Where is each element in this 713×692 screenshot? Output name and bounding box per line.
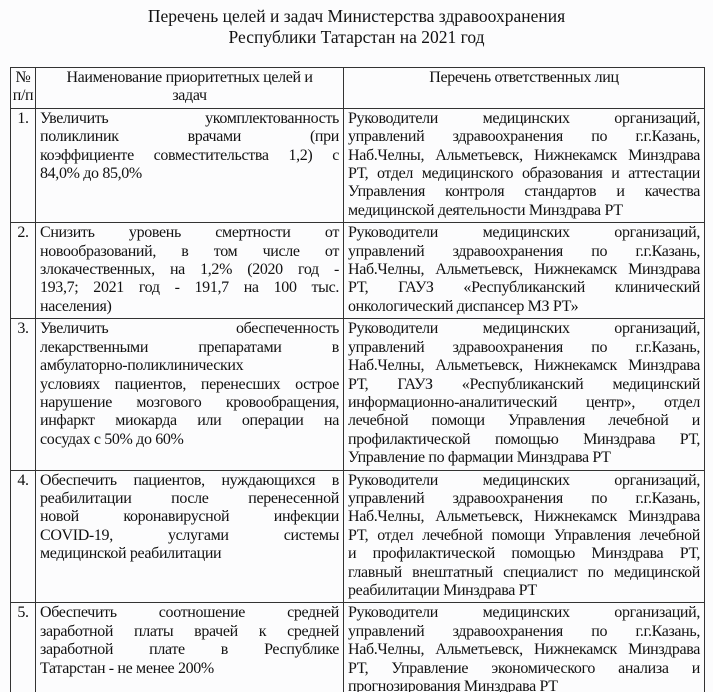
cell-text-line: реабилитации Минздрава РТ bbox=[348, 581, 537, 599]
cell-text-line: населения) bbox=[40, 297, 112, 315]
cell-text-line: Снизить уровень смертности от bbox=[40, 224, 339, 242]
cell-text-line: Татарстан - не менее 200% bbox=[40, 659, 214, 677]
header-text: № bbox=[15, 69, 31, 86]
cell-text-line: Обеспечить пациентов, нуждающихся в bbox=[40, 471, 339, 489]
goal-cell: Увеличить укомплектованность поликлиник в… bbox=[35, 107, 344, 224]
cell-text-line: управлений здравоохранения по г.г.Казань… bbox=[348, 622, 700, 640]
cell-text-line: информационно-аналитический центр», отде… bbox=[348, 393, 700, 411]
cell-text-line: новообразований, в том числе от bbox=[40, 242, 339, 260]
goal-cell: Обеспечить пациентов, нуждающихся в реаби… bbox=[35, 469, 344, 604]
cell-text-line: медицинской реабилитации bbox=[40, 545, 222, 563]
cell-text-line: 193,7; 2021 год - 191,7 на 100 тыс. bbox=[40, 279, 339, 297]
cell-text-line: РТ, ГАУЗ «Республиканский клинический bbox=[348, 279, 700, 297]
cell-text-line: главный внештатный специалист по медицин… bbox=[348, 563, 700, 581]
responsible-cell: Руководители медицинских организаций, упр… bbox=[343, 602, 705, 692]
cell-text-line: Наб.Челны, Альметьевск, Нижнекамск Минзд… bbox=[348, 357, 700, 375]
cell-text-line: новой коронавирусной инфекции bbox=[40, 508, 339, 526]
table-row: 4. Обеспечить пациентов, нуждающихся в реа… bbox=[10, 469, 705, 604]
cell-text-line: инфаркт миокарда или операции на bbox=[40, 412, 339, 430]
header-text: задач bbox=[172, 87, 207, 105]
cell-text-line: медицинской деятельности Минздрава РТ bbox=[348, 201, 623, 219]
row-number: 1. bbox=[10, 107, 36, 224]
cell-text-line: Обеспечить соотношение средней bbox=[40, 604, 339, 622]
header-text: Наименование приоритетных целей и bbox=[66, 69, 313, 86]
cell-text-line: управлений здравоохранения по г.г.Казань… bbox=[348, 242, 700, 260]
cell-text-line: заработной плате в Республике bbox=[40, 641, 339, 659]
cell-text-line: РТ, отдел лечебной помощи Управления леч… bbox=[348, 526, 700, 544]
goal-cell: Увеличить обеспеченность лекарственными п… bbox=[35, 318, 344, 471]
table-row: 3. Увеличить обеспеченность лекарственными… bbox=[10, 318, 705, 471]
row-number: 4. bbox=[10, 469, 36, 604]
goal-cell: Обеспечить соотношение средней заработной… bbox=[35, 602, 344, 692]
cell-text-line: Наб.Челны, Альметьевск, Нижнекамск Минзд… bbox=[348, 508, 700, 526]
cell-text-line: Наб.Челны, Альметьевск, Нижнекамск Минзд… bbox=[348, 641, 700, 659]
table-row: 2. Снизить уровень смертности от новообраз… bbox=[10, 222, 705, 320]
header-num: № п/п bbox=[10, 67, 36, 109]
cell-text-line: РТ, отдел медицинского образования и атт… bbox=[348, 165, 700, 183]
header-text: Перечень ответственных лиц bbox=[429, 69, 619, 86]
cell-text-line: Руководители медицинских организаций, bbox=[348, 604, 700, 622]
title-line: Перечень целей и задач Министерства здра… bbox=[147, 6, 566, 26]
cell-text-line: лечебной помощи Управления лечебной и bbox=[348, 412, 700, 430]
cell-text-line: амбулаторно-поликлинических bbox=[40, 357, 244, 375]
cell-text-line: лекарственными препаратами в bbox=[40, 338, 339, 356]
goals-table: № п/п Наименование приоритетных целей и … bbox=[10, 67, 705, 692]
title-line: Республики Татарстан на 2021 год bbox=[228, 27, 485, 47]
header-responsible: Перечень ответственных лиц bbox=[343, 67, 705, 109]
cell-text-line: 84,0% до 85,0% bbox=[40, 165, 142, 183]
cell-text-line: управлений здравоохранения по г.г.Казань… bbox=[348, 338, 700, 356]
cell-text-line: нарушение мозгового кровообращения, bbox=[40, 393, 339, 411]
responsible-cell: Руководители медицинских организаций, упр… bbox=[343, 318, 705, 471]
responsible-cell: Руководители медицинских организаций, упр… bbox=[343, 469, 705, 604]
row-number-text: 4. bbox=[17, 471, 29, 489]
cell-text-line: РТ, ГАУЗ «Республиканский медицинский bbox=[348, 375, 700, 393]
row-number-text: 1. bbox=[17, 109, 29, 127]
table-row: 1. Увеличить укомплектованность поликлиник… bbox=[10, 107, 705, 224]
header-goal: Наименование приоритетных целей и задач bbox=[35, 67, 344, 109]
row-number-text: 5. bbox=[17, 604, 29, 622]
cell-text-line: Управление по фармации Минздрава РТ bbox=[348, 449, 611, 467]
header-text: п/п bbox=[12, 87, 34, 105]
cell-text-line: прогнозирования Минздрава РТ bbox=[348, 678, 558, 692]
row-number: 3. bbox=[10, 318, 36, 471]
cell-text-line: Руководители медицинских организаций, bbox=[348, 471, 700, 489]
cell-text-line: Увеличить укомплектованность bbox=[40, 109, 339, 127]
cell-text-line: управлений здравоохранения по г.г.Казань… bbox=[348, 128, 700, 146]
cell-text-line: поликлиник врачами (при bbox=[40, 128, 339, 146]
table-header-row: № п/п Наименование приоритетных целей и … bbox=[10, 67, 705, 109]
cell-text-line: злокачественных, на 1,2% (2020 год - bbox=[40, 261, 339, 279]
row-number-text: 2. bbox=[17, 224, 29, 242]
cell-text-line: Руководители медицинских организаций, bbox=[348, 109, 700, 127]
responsible-cell: Руководители медицинских организаций, упр… bbox=[343, 222, 705, 320]
responsible-cell: Руководители медицинских организаций, упр… bbox=[343, 107, 705, 224]
table-row: 5. Обеспечить соотношение средней заработн… bbox=[10, 602, 705, 692]
cell-text-line: Руководители медицинских организаций, bbox=[348, 224, 700, 242]
cell-text-line: и профилактической помощью Минздрава РТ, bbox=[348, 545, 700, 563]
cell-text-line: профилактической помощью Минздрава РТ, bbox=[348, 430, 700, 448]
cell-text-line: коэффициенте совместительства 1,2) с bbox=[40, 146, 339, 164]
cell-text-line: условиях пациентов, перенесших острое bbox=[40, 375, 339, 393]
cell-text-line: заработной платы врачей к средней bbox=[40, 622, 339, 640]
row-number-text: 3. bbox=[17, 320, 29, 338]
cell-text-line: сосудах с 50% до 60% bbox=[40, 430, 184, 448]
document-title: Перечень целей и задач Министерства здра… bbox=[0, 6, 713, 48]
row-number: 5. bbox=[10, 602, 36, 692]
cell-text-line: Наб.Челны, Альметьевск, Нижнекамск Минзд… bbox=[348, 261, 700, 279]
cell-text-line: РТ, Управление экономического анализа и bbox=[348, 659, 700, 677]
cell-text-line: Наб.Челны, Альметьевск, Нижнекамск Минзд… bbox=[348, 146, 700, 164]
cell-text-line: реабилитации после перенесенной bbox=[40, 489, 339, 507]
goal-cell: Снизить уровень смертности от новообразов… bbox=[35, 222, 344, 320]
cell-text-line: онкологический диспансер МЗ РТ» bbox=[348, 297, 579, 315]
cell-text-line: управлений здравоохранения по г.г.Казань… bbox=[348, 489, 700, 507]
cell-text-line: Управления контроля стандартов и качеств… bbox=[348, 183, 700, 201]
row-number: 2. bbox=[10, 222, 36, 320]
cell-text-line: Увеличить обеспеченность bbox=[40, 320, 339, 338]
cell-text-line: COVID-19, услугами системы bbox=[40, 526, 339, 544]
cell-text-line: Руководители медицинских организаций, bbox=[348, 320, 700, 338]
